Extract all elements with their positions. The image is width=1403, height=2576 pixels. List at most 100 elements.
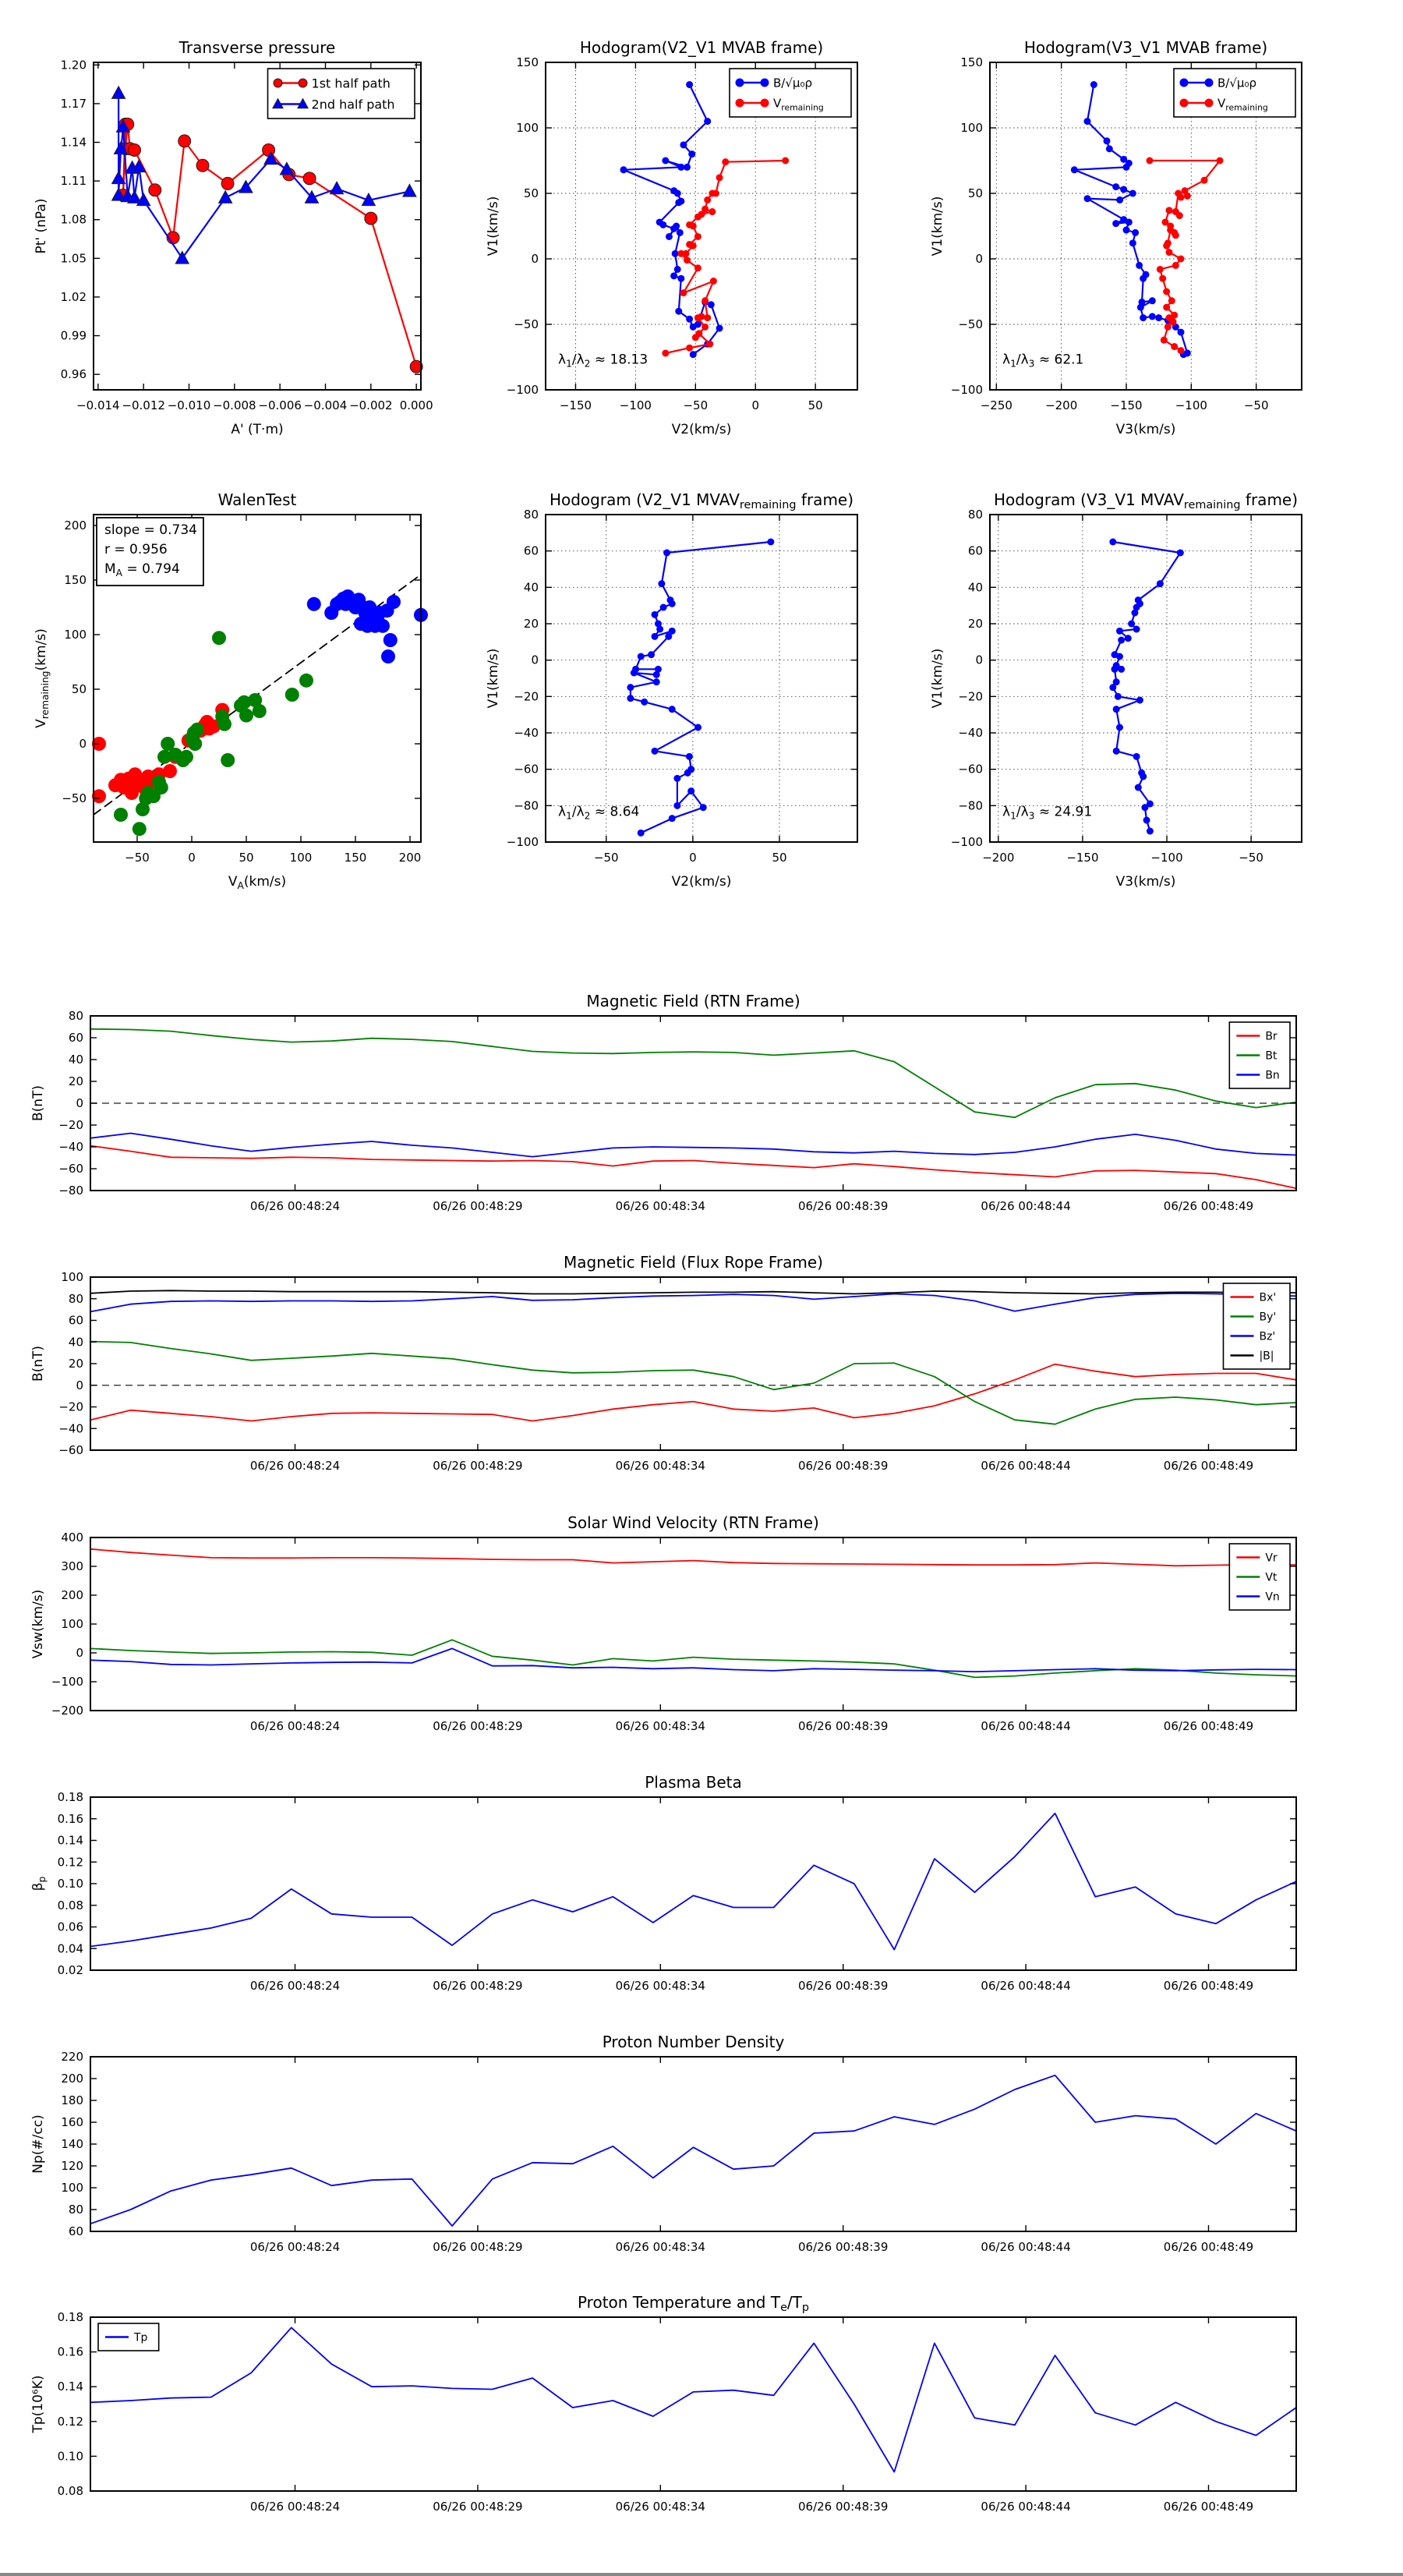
x-axis-label: V2(km/s)	[672, 874, 732, 890]
svg-text:0.14: 0.14	[58, 2380, 83, 2394]
svg-text:−100: −100	[951, 835, 983, 849]
chart-transverse-pressure: −0.014 −0.012 −0.010 −0.008 −0.006 −0.004 −0.0…	[34, 38, 433, 437]
axis-ticks: −250 −200 −150 −100 −50 −100 −50 0 50 100 150	[951, 55, 1302, 412]
svg-text:06/26 00:48:34: 06/26 00:48:34	[616, 2240, 705, 2254]
svg-text:60: 60	[524, 544, 539, 558]
series-Vt	[90, 1639, 1297, 1679]
legend-label: Bt	[1265, 1050, 1278, 1063]
svg-text:200: 200	[61, 1588, 83, 1602]
svg-text:−20: −20	[58, 1400, 83, 1414]
chart-plasma-beta: 06/26 00:48:24 06/26 00:48:29 06/26 00:48:…	[30, 1773, 1297, 1993]
svg-text:40: 40	[69, 1053, 83, 1067]
svg-text:06/26 00:48:24: 06/26 00:48:24	[250, 2240, 340, 2254]
svg-text:20: 20	[968, 617, 983, 631]
svg-text:0: 0	[531, 653, 539, 667]
legend: Vr Vt Vn	[1228, 1543, 1291, 1611]
svg-text:150: 150	[345, 851, 367, 865]
svg-text:06/26 00:48:44: 06/26 00:48:44	[981, 1199, 1070, 1213]
x-axis-label: A' (T·m)	[231, 422, 283, 437]
chart-mag-rtn: 06/26 00:48:24 06/26 00:48:29 06/26 00:48:…	[30, 992, 1297, 1213]
svg-text:0.16: 0.16	[58, 1812, 83, 1826]
svg-text:1.20: 1.20	[61, 58, 87, 72]
svg-text:200: 200	[399, 851, 422, 865]
svg-text:MA = 0.794: MA = 0.794	[104, 561, 180, 579]
svg-text:0.18: 0.18	[58, 2310, 83, 2324]
svg-text:−80: −80	[958, 798, 983, 812]
svg-text:0: 0	[76, 1378, 83, 1392]
legend-label: Vt	[1265, 1572, 1278, 1584]
axes-frame	[989, 62, 1302, 391]
svg-text:80: 80	[69, 1292, 83, 1306]
y-axis-label: V1(km/s)	[930, 649, 945, 709]
series-Np	[90, 2074, 1297, 2227]
svg-text:0.96: 0.96	[61, 367, 87, 381]
markers-V-remaining	[662, 157, 790, 357]
svg-text:80: 80	[69, 1009, 83, 1023]
chart-title: Hodogram(V2_V1 MVAB frame)	[580, 38, 823, 57]
svg-text:150: 150	[960, 55, 983, 69]
axis-ticks: 06/26 00:48:24 06/26 00:48:29 06/26 00:48:…	[58, 1790, 1296, 1993]
svg-text:−40: −40	[58, 1140, 83, 1154]
svg-text:80: 80	[968, 508, 983, 522]
chart-title: Hodogram(V3_V1 MVAB frame)	[1024, 38, 1267, 57]
svg-text:06/26 00:48:29: 06/26 00:48:29	[433, 1459, 522, 1473]
series-Bt	[90, 1028, 1297, 1119]
chart-mag-fluxrope: 06/26 00:48:24 06/26 00:48:29 06/26 00:48:…	[30, 1253, 1297, 1473]
svg-text:1.02: 1.02	[61, 290, 87, 304]
svg-text:06/26 00:48:34: 06/26 00:48:34	[616, 1979, 705, 1993]
svg-text:−20: −20	[958, 689, 983, 703]
legend-label: Bx'	[1259, 1292, 1276, 1304]
series-Vn	[90, 1647, 1297, 1672]
svg-text:−0.006: −0.006	[258, 398, 302, 412]
legend: B/√μ₀ρ Vremaining	[1173, 68, 1296, 118]
chart-title: Hodogram (V3_V1 MVAVremaining frame)	[994, 490, 1298, 511]
series-Tp	[90, 2327, 1297, 2473]
svg-text:100: 100	[61, 2181, 83, 2195]
svg-text:−50: −50	[514, 317, 539, 331]
svg-text:06/26 00:48:39: 06/26 00:48:39	[798, 1459, 888, 1473]
svg-text:20: 20	[69, 1074, 83, 1088]
chart-proton-temp: 06/26 00:48:24 06/26 00:48:29 06/26 00:48:…	[30, 2293, 1297, 2514]
svg-text:80: 80	[524, 508, 539, 522]
legend-label: |B|	[1259, 1350, 1274, 1363]
axes-frame	[545, 62, 858, 391]
svg-text:−250: −250	[981, 398, 1012, 412]
svg-text:100: 100	[61, 1617, 83, 1631]
svg-text:06/26 00:48:24: 06/26 00:48:24	[250, 1719, 340, 1733]
svg-text:60: 60	[69, 1031, 83, 1045]
svg-text:r = 0.956: r = 0.956	[104, 542, 168, 557]
svg-text:−200: −200	[51, 1704, 83, 1718]
svg-text:1.17: 1.17	[61, 97, 87, 111]
svg-text:40: 40	[69, 1335, 83, 1349]
svg-text:0.02: 0.02	[58, 1963, 83, 1977]
svg-text:06/26 00:48:49: 06/26 00:48:49	[1164, 1979, 1253, 1993]
y-axis-label: Pt' (nPa)	[34, 199, 49, 254]
axis-ticks: −150 −100 −50 0 50 −100 −50 0 50 100 150	[507, 55, 857, 412]
axes-frame	[90, 1796, 1297, 1971]
svg-text:−0.012: −0.012	[122, 398, 165, 412]
svg-text:40: 40	[968, 580, 983, 594]
series-B-over-sqrt-mu0rho	[622, 83, 721, 356]
svg-text:60: 60	[69, 1314, 83, 1328]
svg-text:0: 0	[975, 252, 983, 266]
svg-text:0.000: 0.000	[400, 398, 433, 412]
legend-label: Bn	[1265, 1070, 1279, 1082]
svg-text:0: 0	[76, 1096, 83, 1110]
svg-text:−60: −60	[58, 1443, 83, 1457]
svg-text:200: 200	[64, 518, 87, 533]
svg-text:60: 60	[69, 2224, 83, 2238]
svg-text:−50: −50	[1244, 398, 1269, 412]
series-Br	[90, 1145, 1297, 1190]
svg-text:0.10: 0.10	[58, 1877, 83, 1891]
series-Bz-prime	[90, 1292, 1297, 1313]
svg-text:−150: −150	[1110, 398, 1142, 412]
svg-text:06/26 00:48:49: 06/26 00:48:49	[1164, 1459, 1253, 1473]
svg-text:−60: −60	[958, 763, 983, 777]
svg-text:−20: −20	[514, 689, 539, 703]
svg-text:1.11: 1.11	[61, 174, 87, 188]
axes-frame	[545, 514, 858, 843]
svg-text:−100: −100	[620, 398, 652, 412]
svg-text:−50: −50	[62, 791, 87, 805]
svg-text:06/26 00:48:49: 06/26 00:48:49	[1164, 1199, 1253, 1213]
